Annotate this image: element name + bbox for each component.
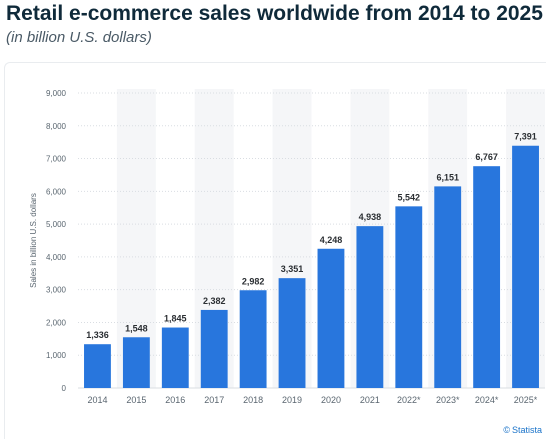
- bar: [356, 226, 384, 388]
- bar-value-label: 6,151: [436, 172, 459, 182]
- x-tick-label: 2023*: [436, 395, 460, 405]
- x-tick-label: 2019: [282, 395, 302, 405]
- bar: [512, 145, 539, 388]
- x-tick-label: 2020: [321, 395, 341, 405]
- bar: [434, 186, 462, 388]
- y-tick-label: 8,000: [46, 122, 67, 131]
- bar-value-label: 1,548: [125, 323, 148, 333]
- x-tick-label: 2024*: [475, 395, 499, 405]
- bar-value-label: 2,382: [203, 296, 226, 306]
- chart-panel: 0 1,000 2,000 3,000 4,000 5,000 6,000 7,000 8,00…: [4, 62, 546, 439]
- y-tick-label: 9,000: [46, 89, 67, 98]
- x-tick-label: 2018: [243, 395, 263, 405]
- y-axis-title: Sales in billion U.S. dollars: [29, 193, 38, 288]
- credit-label: Statista: [511, 425, 542, 435]
- bar-value-label: 3,351: [281, 264, 304, 274]
- y-tick-label: 3,000: [46, 286, 67, 295]
- x-tick-label: 2016: [165, 395, 185, 405]
- bar-chart: 0 1,000 2,000 3,000 4,000 5,000 6,000 7,000 8,00…: [29, 89, 545, 405]
- x-tick-label: 2021: [360, 395, 380, 405]
- y-tick-label: 4,000: [46, 253, 67, 262]
- bar-value-label: 4,248: [320, 235, 343, 245]
- copyright-symbol: ©: [503, 425, 510, 435]
- bar: [239, 290, 267, 388]
- bar: [395, 206, 423, 388]
- bar-value-label: 1,336: [86, 330, 109, 340]
- statista-credit-link[interactable]: © Statista: [503, 425, 542, 435]
- x-tick-label: 2022*: [397, 395, 421, 405]
- y-tick-label: 6,000: [46, 187, 67, 196]
- bar: [84, 344, 111, 388]
- bar-value-label: 1,845: [164, 314, 187, 324]
- y-tick-label: 5,000: [46, 220, 67, 229]
- bar-value-label: 6,767: [475, 152, 498, 162]
- bar: [473, 166, 501, 388]
- y-tick-label: 7,000: [46, 155, 67, 164]
- y-tick-label: 1,000: [46, 351, 67, 360]
- chart-subtitle: (in billion U.S. dollars): [6, 29, 152, 46]
- x-tick-label: 2014: [87, 395, 107, 405]
- bar-value-label: 2,982: [242, 276, 265, 286]
- bar: [161, 327, 189, 388]
- x-tick-label: 2015: [126, 395, 146, 405]
- bar-value-label: 5,542: [398, 192, 421, 202]
- y-tick-label: 2,000: [46, 318, 67, 327]
- bar: [278, 278, 306, 388]
- bar-value-label: 7,391: [514, 132, 537, 142]
- x-tick-label: 2025*: [514, 395, 538, 405]
- bar: [200, 309, 228, 388]
- bar: [122, 337, 150, 388]
- chart-title: Retail e-commerce sales worldwide from 2…: [6, 2, 543, 25]
- y-tick-label: 0: [62, 384, 67, 393]
- x-tick-label: 2017: [204, 395, 224, 405]
- bar: [317, 248, 345, 388]
- bar-value-label: 4,938: [359, 212, 382, 222]
